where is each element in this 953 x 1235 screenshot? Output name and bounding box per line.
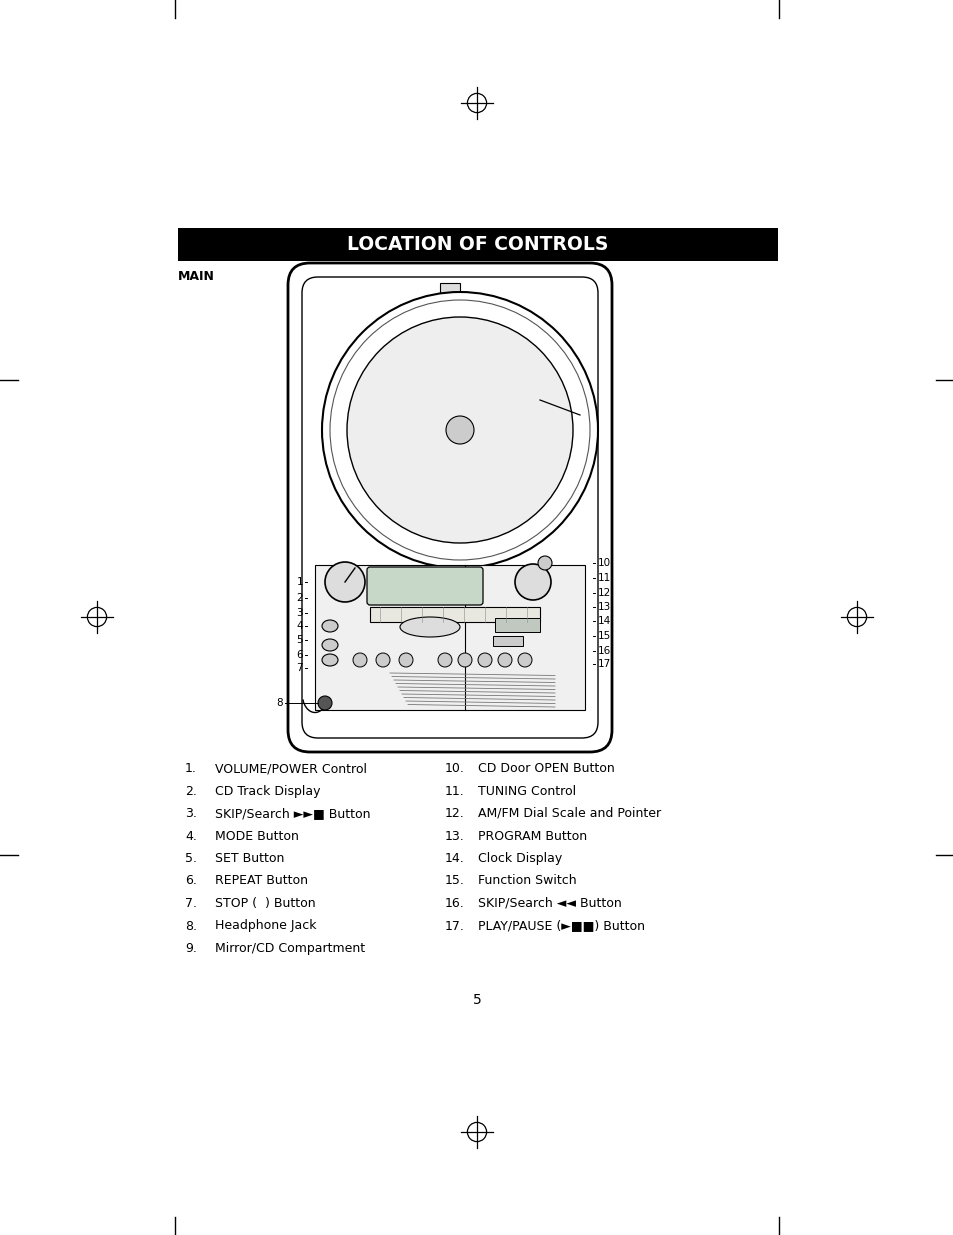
- Ellipse shape: [399, 618, 459, 637]
- Text: 17: 17: [598, 659, 611, 669]
- Text: SET Button: SET Button: [214, 852, 284, 864]
- Text: 12: 12: [598, 588, 611, 598]
- Text: 11: 11: [598, 573, 611, 583]
- Text: TUNING Control: TUNING Control: [477, 784, 576, 798]
- Text: 15: 15: [598, 631, 611, 641]
- Ellipse shape: [322, 620, 337, 632]
- Circle shape: [515, 564, 551, 600]
- Text: 5.: 5.: [185, 852, 196, 864]
- Text: 3.: 3.: [185, 806, 196, 820]
- Circle shape: [437, 653, 452, 667]
- Text: Mirror/CD Compartment: Mirror/CD Compartment: [214, 942, 365, 955]
- Text: 1.: 1.: [185, 762, 196, 776]
- Circle shape: [398, 653, 413, 667]
- Text: 4: 4: [296, 621, 303, 631]
- Text: SKIP/Search ◄◄ Button: SKIP/Search ◄◄ Button: [477, 897, 621, 910]
- Text: 13: 13: [598, 601, 611, 613]
- Text: 5: 5: [296, 635, 303, 645]
- Ellipse shape: [322, 638, 337, 651]
- Text: Function Switch: Function Switch: [477, 874, 576, 888]
- Text: 2: 2: [296, 593, 303, 603]
- Text: 3: 3: [296, 608, 303, 618]
- Text: 7: 7: [296, 663, 303, 673]
- Circle shape: [497, 653, 512, 667]
- Bar: [495, 618, 539, 632]
- Text: Headphone Jack: Headphone Jack: [214, 920, 316, 932]
- Text: 16: 16: [598, 646, 611, 656]
- Circle shape: [353, 653, 367, 667]
- Circle shape: [317, 697, 332, 710]
- Text: CD Door OPEN Button: CD Door OPEN Button: [477, 762, 614, 776]
- Text: 16.: 16.: [444, 897, 464, 910]
- Circle shape: [446, 416, 474, 445]
- Text: PROGRAM Button: PROGRAM Button: [477, 830, 586, 842]
- FancyBboxPatch shape: [288, 263, 612, 752]
- Text: 10: 10: [598, 558, 611, 568]
- Circle shape: [375, 653, 390, 667]
- Text: 4.: 4.: [185, 830, 196, 842]
- Text: 1: 1: [296, 577, 303, 587]
- Text: VOLUME/POWER Control: VOLUME/POWER Control: [214, 762, 367, 776]
- Text: 10.: 10.: [444, 762, 464, 776]
- Text: 2.: 2.: [185, 784, 196, 798]
- Text: 6: 6: [296, 650, 303, 659]
- Text: LOCATION OF CONTROLS: LOCATION OF CONTROLS: [347, 235, 608, 254]
- Text: 14.: 14.: [444, 852, 464, 864]
- Text: 15.: 15.: [444, 874, 464, 888]
- Circle shape: [537, 556, 552, 571]
- Text: CD Track Display: CD Track Display: [214, 784, 320, 798]
- Circle shape: [517, 653, 532, 667]
- Text: MODE Button: MODE Button: [214, 830, 298, 842]
- Text: MAIN: MAIN: [178, 270, 214, 283]
- Text: 17.: 17.: [444, 920, 464, 932]
- Text: 13.: 13.: [444, 830, 464, 842]
- Circle shape: [322, 291, 598, 568]
- Text: 12.: 12.: [444, 806, 464, 820]
- Text: 11.: 11.: [444, 784, 464, 798]
- Text: 8.: 8.: [185, 920, 196, 932]
- Circle shape: [325, 562, 365, 601]
- Circle shape: [347, 317, 573, 543]
- Text: 9.: 9.: [185, 942, 196, 955]
- Text: 14: 14: [598, 616, 611, 626]
- Text: Clock Display: Clock Display: [477, 852, 561, 864]
- Text: 8: 8: [276, 698, 283, 708]
- Ellipse shape: [322, 655, 337, 666]
- Bar: [439, 283, 459, 293]
- FancyBboxPatch shape: [367, 567, 482, 605]
- Text: REPEAT Button: REPEAT Button: [214, 874, 308, 888]
- Text: STOP (  ) Button: STOP ( ) Button: [214, 897, 315, 910]
- Text: 9: 9: [584, 409, 592, 421]
- Text: 6.: 6.: [185, 874, 196, 888]
- Text: PLAY/PAUSE (►■■) Button: PLAY/PAUSE (►■■) Button: [477, 920, 644, 932]
- Bar: [178, 228, 778, 261]
- Text: 5: 5: [472, 993, 481, 1007]
- Text: 7.: 7.: [185, 897, 196, 910]
- Text: AM/FM Dial Scale and Pointer: AM/FM Dial Scale and Pointer: [477, 806, 660, 820]
- Circle shape: [457, 653, 472, 667]
- Bar: [493, 636, 522, 646]
- Circle shape: [477, 653, 492, 667]
- Bar: [314, 564, 584, 710]
- Text: SKIP/Search ►►■ Button: SKIP/Search ►►■ Button: [214, 806, 370, 820]
- Bar: [370, 606, 539, 622]
